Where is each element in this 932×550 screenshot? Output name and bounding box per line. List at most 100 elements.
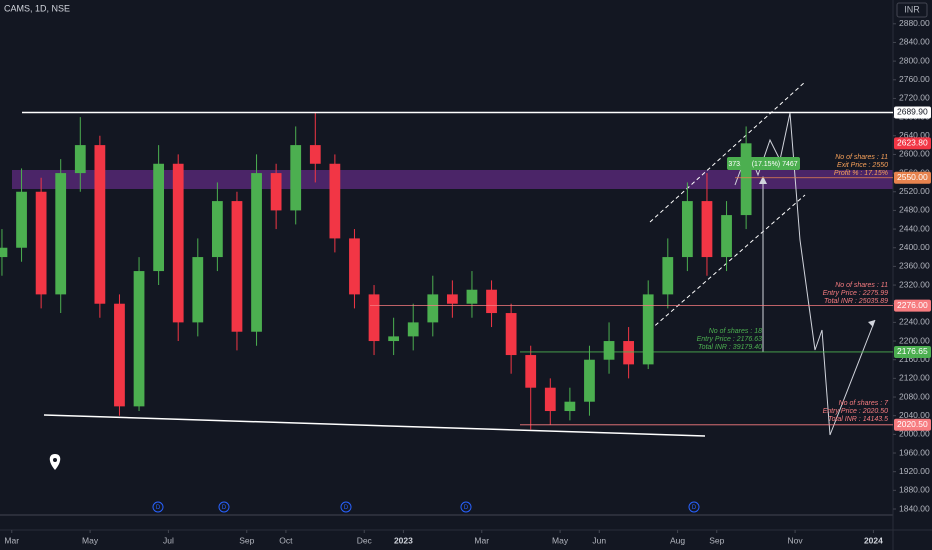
x-tick-label: Sep	[239, 535, 254, 545]
price-level-tag	[894, 299, 931, 312]
y-tick-label: 2240.00	[899, 317, 930, 327]
y-tick-label: 2160.00	[899, 354, 930, 364]
trade-note: Entry Price : 2176.63	[697, 336, 762, 343]
event-marker-label: D	[692, 505, 697, 511]
y-tick-label: 2200.00	[899, 335, 930, 345]
candle-body	[681, 201, 693, 258]
candle-body	[251, 173, 262, 332]
x-tick-label: Mar	[4, 535, 19, 545]
y-tick-label: 2840.00	[899, 37, 930, 47]
candle-body	[388, 336, 400, 342]
x-tick-label: Nov	[788, 535, 804, 545]
y-tick-label: 2800.00	[899, 55, 930, 65]
candle-body	[153, 163, 165, 272]
y-tick-label: 2080.00	[899, 391, 930, 401]
projection-arrow	[868, 320, 875, 327]
event-marker	[688, 501, 700, 513]
channel-lower	[649, 194, 806, 331]
candle-body	[231, 201, 243, 332]
y-tick-label: 2480.00	[899, 205, 930, 215]
measure-arrow	[759, 176, 767, 184]
candle-body	[564, 401, 576, 412]
candle-body	[329, 163, 341, 239]
candle-body	[270, 173, 282, 211]
price-level-label: 2276.00	[897, 300, 928, 310]
event-marker-label: D	[222, 505, 227, 511]
price-level-tag	[894, 106, 931, 119]
candle-body	[211, 201, 223, 258]
candle-body	[427, 294, 439, 323]
candle-body	[466, 289, 478, 304]
price-level-tag	[894, 345, 931, 358]
candle-body	[192, 257, 204, 323]
support-trendline	[43, 414, 706, 437]
y-tick-label: 1960.00	[899, 447, 930, 457]
measure-label: 373.35 (17.15%) 7467	[728, 161, 797, 168]
x-tick-label: Jun	[592, 535, 606, 545]
candle-body	[74, 145, 86, 174]
price-level-label: 2020.50	[897, 419, 928, 429]
y-tick-label: 2000.00	[899, 429, 930, 439]
price-level-label: 2550.00	[897, 172, 928, 182]
trade-note: No of shares : 11	[835, 282, 888, 289]
trade-note: Profit % : 17.15%	[834, 170, 888, 177]
candle-body	[505, 313, 517, 356]
y-tick-label: 2720.00	[899, 93, 930, 103]
y-tick-label: 2520.00	[899, 186, 930, 196]
x-tick-label: Oct	[279, 535, 293, 545]
candle-body	[584, 359, 595, 402]
trade-note: Exit Price : 2550	[837, 162, 888, 169]
candle-body	[0, 247, 8, 258]
y-tick-label: 1920.00	[899, 466, 930, 476]
x-tick-label: Mar	[474, 535, 489, 545]
x-tick-label: May	[552, 535, 569, 545]
candle-body	[407, 322, 419, 337]
x-tick-label: Dec	[357, 535, 373, 545]
y-tick-label: 2760.00	[899, 74, 930, 84]
candle-body	[623, 341, 635, 365]
event-marker	[218, 501, 230, 513]
candle-body	[290, 145, 302, 211]
y-tick-label: 1840.00	[899, 503, 930, 513]
price-level-tag	[894, 418, 931, 431]
candle-body	[133, 271, 145, 407]
trade-note: Entry Price : 2020.50	[823, 408, 888, 415]
event-marker-label: D	[344, 505, 349, 511]
trade-note: Total INR : 39179.40	[698, 344, 762, 351]
x-tick-label: Jul	[163, 535, 174, 545]
y-tick-label: 2040.00	[899, 410, 930, 420]
price-level-label: 2176.65	[897, 346, 928, 356]
currency: INR	[904, 4, 920, 14]
y-tick-label: 2120.00	[899, 373, 930, 383]
candle-body	[721, 215, 732, 258]
trade-note: Entry Price : 2275.99	[823, 290, 888, 297]
trade-note: No of shares : 7	[839, 400, 890, 407]
x-tick-label: Sep	[709, 535, 724, 545]
price-level-tag	[894, 137, 931, 150]
trade-note: Total INR : 25035.89	[824, 298, 888, 305]
candle-body	[309, 145, 321, 164]
x-year-label: 2024	[864, 535, 883, 545]
currency-box	[896, 2, 928, 18]
y-tick-label: 1880.00	[899, 485, 930, 495]
event-marker	[460, 501, 472, 513]
candle-body	[94, 145, 106, 304]
candle-body	[55, 173, 67, 295]
event-marker	[152, 501, 164, 513]
y-tick-label: 2600.00	[899, 149, 930, 159]
y-tick-label: 2400.00	[899, 242, 930, 252]
y-tick-label: 2880.00	[899, 18, 930, 28]
candle-body	[172, 163, 184, 323]
y-tick-label: 2360.00	[899, 261, 930, 271]
y-tick-label: 2640.00	[899, 130, 930, 140]
y-tick-label: 2440.00	[899, 223, 930, 233]
candle-body	[486, 289, 497, 314]
x-year-label: 2023	[394, 535, 413, 545]
candle-body	[662, 257, 674, 295]
candle-body	[603, 341, 615, 360]
candle-body	[16, 191, 27, 248]
supply-zone	[12, 170, 893, 189]
event-marker-label: D	[156, 505, 161, 511]
candle-body	[701, 201, 713, 258]
